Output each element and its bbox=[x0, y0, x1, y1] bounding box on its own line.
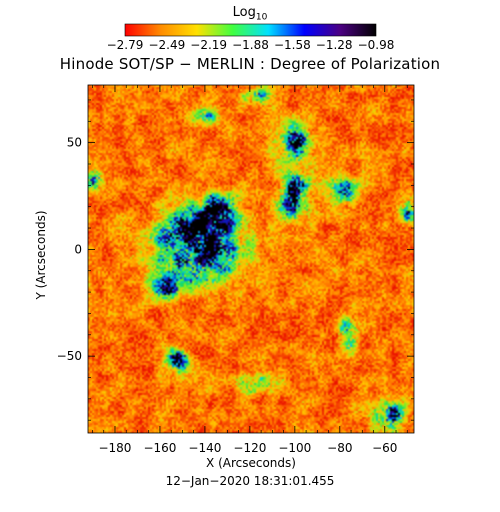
x-tick-label: −100 bbox=[278, 441, 311, 455]
colorbar-tick-label: −1.88 bbox=[232, 38, 269, 52]
x-tick-label: −140 bbox=[188, 441, 221, 455]
chart-title: Hinode SOT/SP − MERLIN : Degree of Polar… bbox=[59, 55, 441, 73]
colorbar-tick-label: −1.58 bbox=[273, 38, 311, 52]
colorbar bbox=[124, 23, 377, 37]
plot-area bbox=[87, 84, 415, 434]
colorbar-tick-label: −0.98 bbox=[357, 38, 395, 52]
x-tick-label: −80 bbox=[327, 441, 352, 455]
heatmap-image bbox=[88, 85, 414, 433]
y-tick-label: −50 bbox=[57, 349, 82, 363]
colorbar-tick-label: −1.28 bbox=[315, 38, 353, 52]
x-tick-label: −120 bbox=[233, 441, 266, 455]
colorbar-tick-label: −2.79 bbox=[106, 38, 144, 52]
y-tick-label: 50 bbox=[67, 136, 82, 150]
colorbar-label-subscript: 10 bbox=[255, 12, 268, 23]
y-tick-label: 0 bbox=[74, 242, 82, 256]
y-axis-ticks: −50 0 50 bbox=[57, 99, 414, 421]
y-axis-label: Y (Arcseconds) bbox=[34, 210, 48, 300]
colorbar-tick-label: −2.19 bbox=[190, 38, 228, 52]
x-tick-label: −60 bbox=[372, 441, 397, 455]
colorbar-tick-label: −2.49 bbox=[148, 38, 186, 52]
plot-frame bbox=[87, 84, 415, 434]
x-tick-label: −180 bbox=[98, 441, 131, 455]
x-axis-ticks: −180 −160 −140 −120 −100 −80 −60 bbox=[92, 85, 408, 455]
colorbar-label: Log10 bbox=[232, 5, 268, 23]
x-tick-label: −160 bbox=[143, 441, 176, 455]
timestamp: 12−Jan−2020 18:31:01.455 bbox=[165, 474, 335, 488]
x-axis-label: X (Arcseconds) bbox=[206, 456, 296, 470]
